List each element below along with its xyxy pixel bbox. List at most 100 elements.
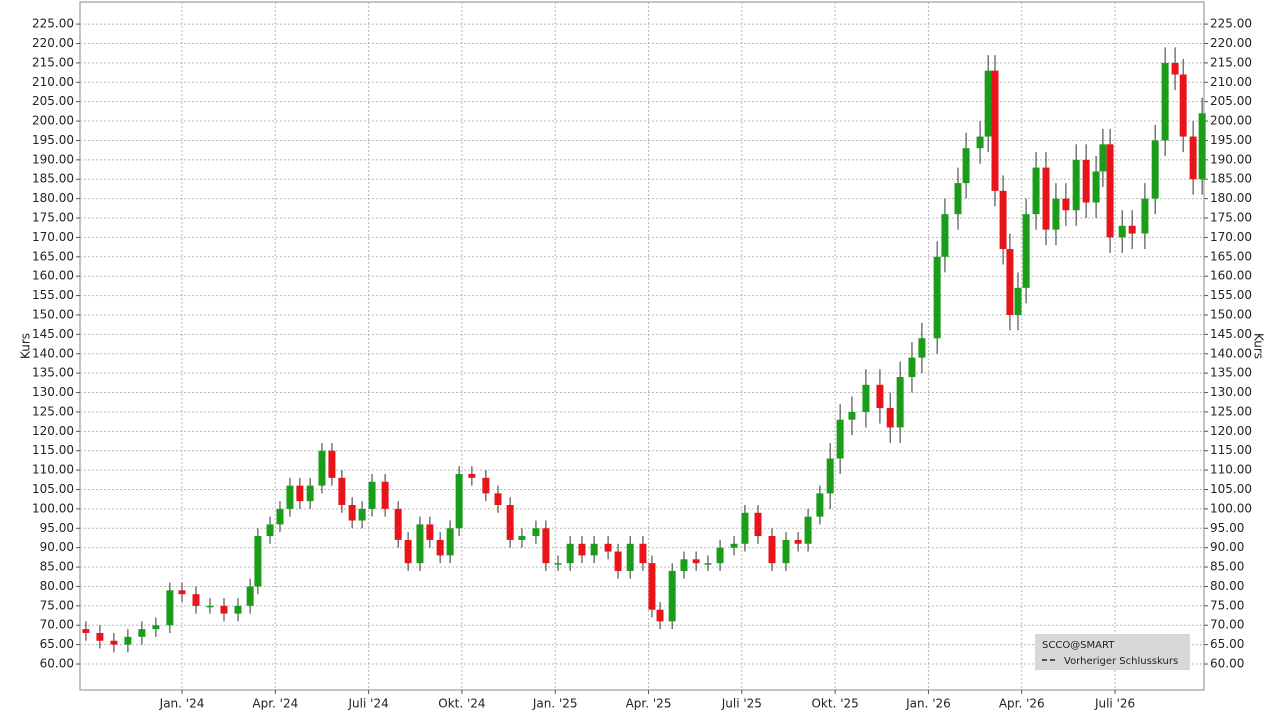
y-tick-label: 100.00	[32, 501, 74, 515]
y2-tick-label: 60.00	[1210, 657, 1244, 671]
x-tick-label: Juli '24	[348, 697, 389, 711]
y-tick-label: 145.00	[32, 327, 74, 341]
candle-body	[862, 384, 870, 412]
candle-body	[692, 559, 700, 564]
candle-body	[110, 640, 118, 645]
y-tick-label: 125.00	[32, 404, 74, 418]
candle-body	[848, 411, 856, 420]
candle-body	[286, 485, 294, 509]
candle-body	[1179, 74, 1187, 137]
candle-body	[933, 256, 941, 339]
x-tick-label: Jan. '24	[159, 697, 205, 711]
candle-body	[1106, 144, 1114, 238]
candle-body	[578, 543, 586, 556]
candle-body	[1189, 136, 1197, 180]
candle-body	[542, 528, 550, 564]
candle-body	[426, 524, 434, 540]
y2-tick-label: 180.00	[1210, 191, 1252, 205]
y2-tick-label: 110.00	[1210, 463, 1252, 477]
candle-body	[1052, 198, 1060, 230]
candle-body	[680, 559, 688, 571]
candle-body	[1141, 198, 1149, 234]
plot-area	[79, 1, 1205, 691]
candle-body	[1062, 198, 1070, 211]
candle-body	[482, 477, 490, 494]
candle-body	[626, 543, 634, 571]
candle-body	[518, 536, 526, 540]
y-tick-label: 120.00	[32, 424, 74, 438]
y-tick-label: 195.00	[32, 133, 74, 147]
candle-body	[1092, 171, 1100, 203]
x-tick-label: Juli '26	[1094, 697, 1135, 711]
candle-body	[668, 570, 676, 622]
y-tick-label: 155.00	[32, 288, 74, 302]
candle-body	[941, 214, 949, 257]
y2-tick-label: 115.00	[1210, 443, 1252, 457]
y2-tick-label: 85.00	[1210, 560, 1244, 574]
candle-body	[1099, 144, 1107, 172]
y2-tick-label: 200.00	[1210, 114, 1252, 128]
candle-body	[826, 458, 834, 494]
x-tick-label: Okt. '24	[438, 697, 485, 711]
candle-body	[1128, 225, 1136, 234]
y-tick-label: 160.00	[32, 269, 74, 283]
candle-body	[1006, 249, 1014, 315]
y2-tick-label: 120.00	[1210, 424, 1252, 438]
candle-body	[648, 563, 656, 610]
y-tick-label: 115.00	[32, 443, 74, 457]
candle-body	[1171, 62, 1179, 75]
y2-tick-label: 100.00	[1210, 501, 1252, 515]
candle-body	[836, 419, 844, 459]
candle-body	[954, 183, 962, 215]
y2-tick-label: 140.00	[1210, 346, 1252, 360]
candle-body	[554, 563, 562, 565]
y2-tick-label: 150.00	[1210, 307, 1252, 321]
y2-tick-label: 135.00	[1210, 366, 1252, 380]
candle-body	[306, 485, 314, 502]
y-tick-label: 75.00	[40, 598, 74, 612]
y-tick-label: 70.00	[40, 618, 74, 632]
y2-tick-label: 130.00	[1210, 385, 1252, 399]
candle-body	[404, 539, 412, 564]
candle-body	[604, 543, 612, 552]
candle-body	[804, 516, 812, 544]
y2-tick-label: 155.00	[1210, 288, 1252, 302]
y-tick-label: 225.00	[32, 17, 74, 31]
candle-body	[455, 473, 463, 529]
candle-body	[614, 551, 622, 571]
candle-body	[166, 590, 174, 626]
candle-body	[1198, 113, 1206, 180]
y-tick-label: 85.00	[40, 560, 74, 574]
candle-body	[82, 629, 90, 633]
y-tick-label: 65.00	[40, 637, 74, 651]
candle-body	[876, 384, 884, 409]
candle-body	[754, 512, 762, 537]
candle-body	[394, 508, 402, 540]
candle-body	[506, 505, 514, 540]
y2-tick-label: 105.00	[1210, 482, 1252, 496]
y2-tick-label: 95.00	[1210, 521, 1244, 535]
candle-body	[656, 609, 664, 622]
candle-body	[254, 536, 262, 587]
x-tick-label: Jan. '25	[532, 697, 578, 711]
candle-body	[178, 590, 186, 595]
y-tick-label: 105.00	[32, 482, 74, 496]
x-tick-label: Apr. '26	[999, 697, 1045, 711]
candle-body	[436, 539, 444, 556]
y-tick-label: 165.00	[32, 249, 74, 263]
candle-body	[730, 543, 738, 548]
y2-tick-label: 190.00	[1210, 152, 1252, 166]
y2-tick-label: 160.00	[1210, 269, 1252, 283]
y2-tick-label: 125.00	[1210, 404, 1252, 418]
legend: SCCO@SMART Vorheriger Schlusskurs	[1035, 634, 1190, 670]
candle-body	[1118, 225, 1126, 238]
candle-body	[446, 528, 454, 556]
y-tick-label: 135.00	[32, 366, 74, 380]
y2-tick-label: 225.00	[1210, 17, 1252, 31]
y-tick-label: 180.00	[32, 191, 74, 205]
candle-body	[716, 547, 724, 564]
candle-body	[639, 543, 647, 564]
candle-body	[886, 408, 894, 428]
candle-body	[999, 190, 1007, 250]
